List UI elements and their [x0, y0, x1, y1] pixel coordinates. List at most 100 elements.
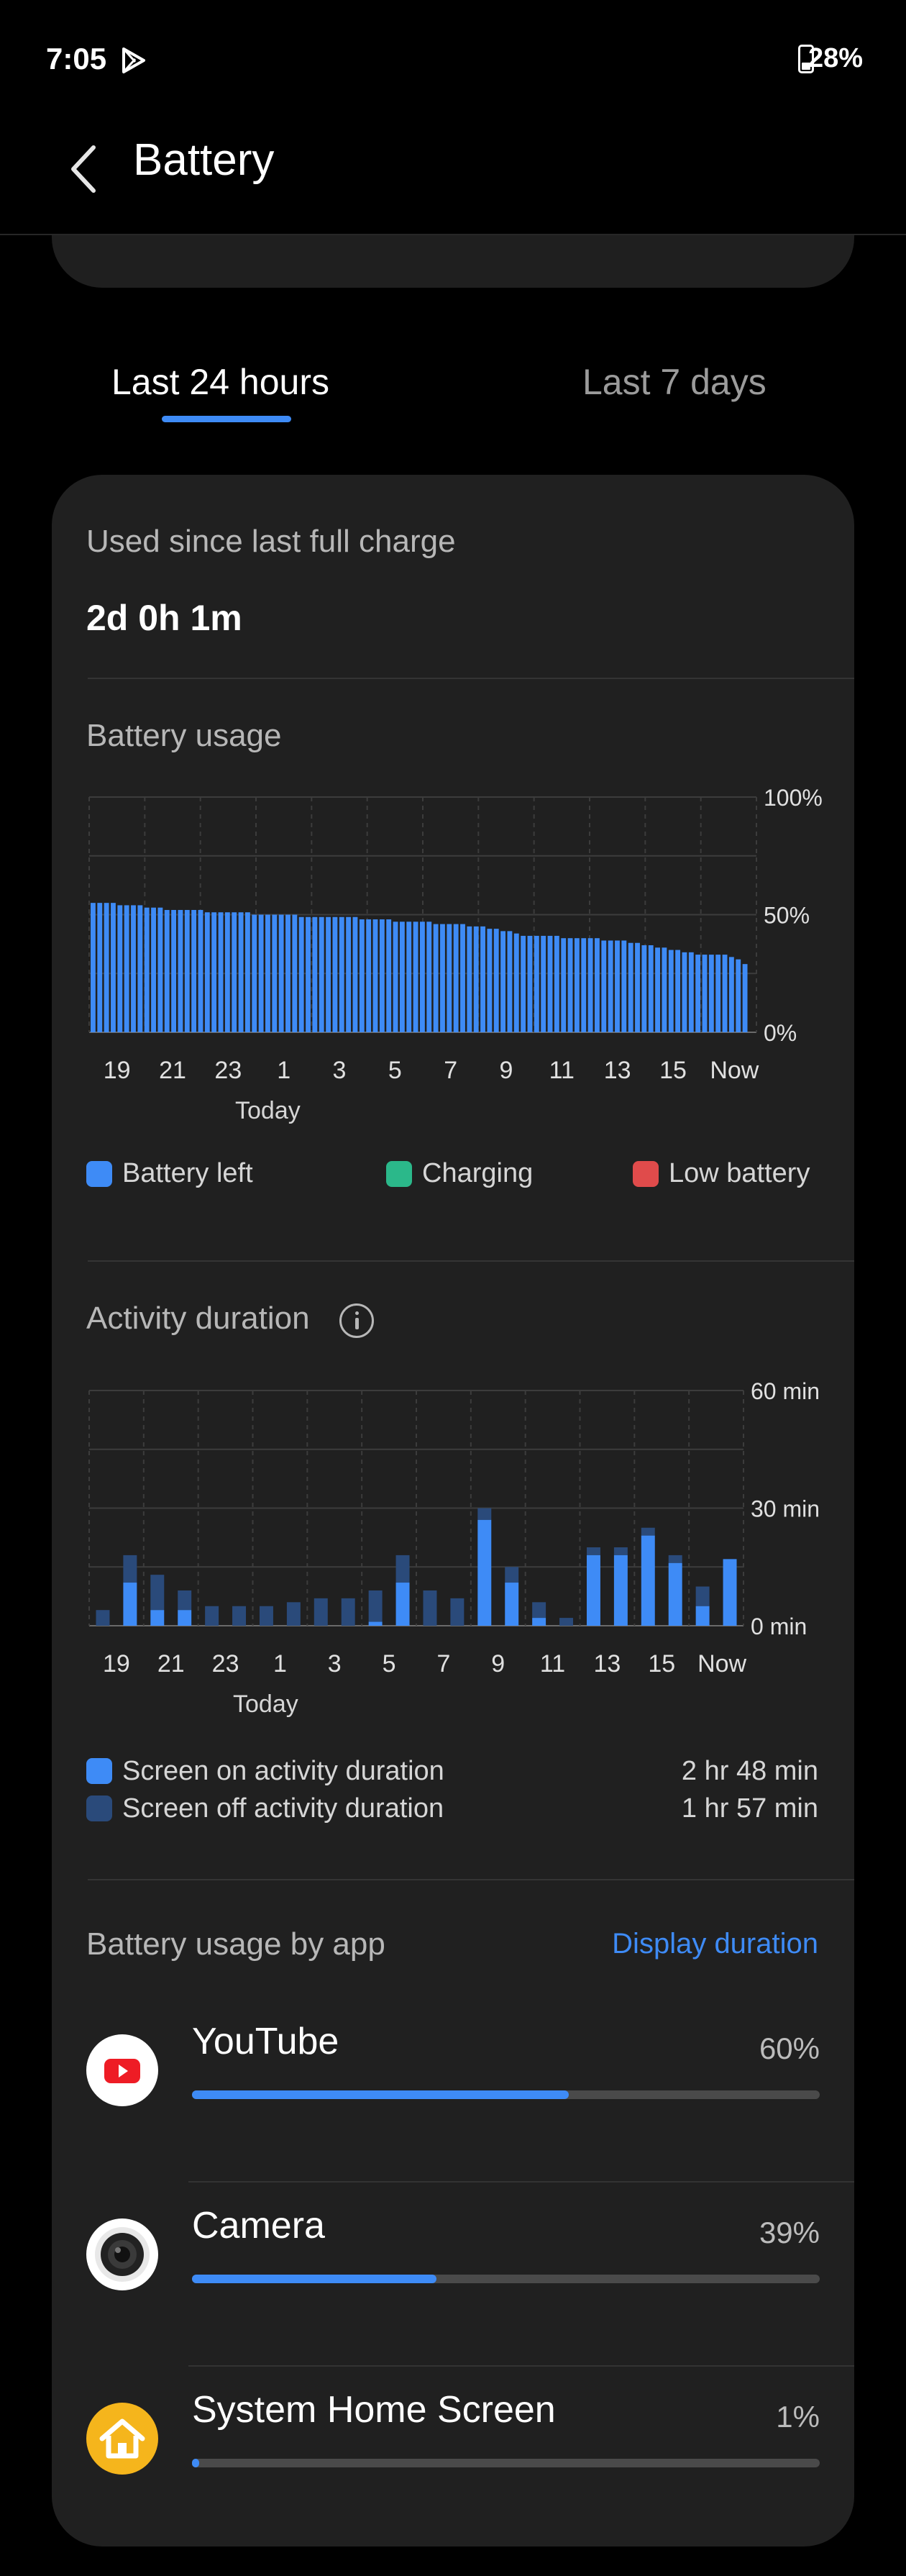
app-row-youtube[interactable]: YouTube 60% — [52, 1998, 854, 2183]
battery-bar — [453, 924, 459, 1032]
activity-title: Activity duration — [86, 1301, 310, 1336]
screen-off-bar — [232, 1606, 247, 1626]
battery-bar — [675, 950, 681, 1032]
battery-bar — [131, 905, 136, 1032]
status-time: 7:05 — [46, 42, 107, 76]
battery-bar — [728, 957, 734, 1032]
app-usage-bar — [192, 2275, 437, 2283]
camera-icon — [86, 2218, 158, 2290]
battery-bar — [319, 916, 324, 1032]
legend-label: Low battery — [669, 1158, 810, 1188]
screen-off-bar — [178, 1590, 192, 1611]
battery-bar — [426, 921, 432, 1032]
time-range-tabs: Last 24 hours Last 7 days — [0, 352, 906, 432]
battery-bar — [339, 916, 344, 1032]
battery-bar — [285, 914, 290, 1032]
screen-on-row: Screen on activity duration 2 hr 48 min — [86, 1754, 818, 1788]
screen-on-bar — [178, 1610, 192, 1626]
app-name: Camera — [192, 2205, 325, 2247]
battery-bar — [547, 935, 553, 1032]
info-icon[interactable] — [339, 1303, 374, 1338]
x-tick-label: 1 — [277, 1057, 290, 1084]
battery-bar — [191, 909, 197, 1032]
battery-bar — [521, 935, 526, 1032]
app-name: YouTube — [192, 2021, 339, 2062]
screen-off-bar — [477, 1508, 492, 1520]
home-icon — [86, 2403, 158, 2475]
battery-bar — [326, 916, 331, 1032]
battery-bar — [587, 938, 593, 1032]
screen-off-bar — [505, 1567, 519, 1583]
x-tick-label: 23 — [212, 1650, 239, 1678]
display-duration-link[interactable]: Display duration — [612, 1928, 818, 1960]
battery-bar — [467, 926, 472, 1032]
battery-bar — [218, 912, 224, 1032]
battery-bar — [258, 914, 264, 1032]
x-tick-label: Now — [710, 1057, 759, 1084]
battery-bar — [420, 921, 425, 1032]
x-tick-label: 11 — [549, 1057, 575, 1084]
battery-bar — [527, 935, 533, 1032]
battery-usage-title: Battery usage — [86, 718, 282, 753]
battery-bar — [460, 924, 465, 1032]
y-tick-label: 0 min — [751, 1614, 807, 1639]
x-tick-label: 11 — [540, 1650, 565, 1678]
apps-section-title: Battery usage by app — [86, 1926, 385, 1962]
x-tick-label: 19 — [103, 1650, 130, 1678]
app-row-camera[interactable]: Camera 39% — [52, 2183, 854, 2367]
play-store-icon — [122, 47, 145, 73]
battery-bar — [608, 940, 613, 1032]
screen-on-bar — [505, 1583, 519, 1626]
legend-swatch — [86, 1160, 112, 1187]
app-percent: 39% — [759, 2216, 820, 2249]
x-tick-label: 5 — [388, 1057, 402, 1084]
battery-bar — [480, 926, 485, 1032]
screen-off-bar — [259, 1606, 273, 1626]
status-bar: 7:05 28% — [0, 0, 906, 119]
chevron-left-icon[interactable] — [62, 140, 105, 198]
divider — [88, 1879, 854, 1880]
app-row-system-home-screen[interactable]: System Home Screen 1% — [52, 2367, 854, 2547]
screen-on-swatch — [86, 1758, 112, 1784]
battery-bar — [265, 914, 270, 1032]
tab-last-7-days[interactable]: Last 7 days — [582, 362, 767, 402]
battery-bar — [157, 907, 163, 1032]
legend-label: Battery left — [122, 1158, 253, 1188]
screen-on-bar — [723, 1559, 737, 1626]
app-percent: 60% — [759, 2031, 820, 2065]
legend-low-battery: Low battery — [633, 1158, 810, 1189]
battery-bar — [171, 909, 177, 1032]
screen-off-value: 1 hr 57 min — [681, 1793, 818, 1824]
battery-bar — [91, 903, 96, 1032]
battery-bar — [232, 912, 237, 1032]
battery-bar — [104, 903, 109, 1032]
battery-bar — [306, 916, 311, 1032]
screen-off-row: Screen off activity duration 1 hr 57 min — [86, 1791, 818, 1826]
screen-off-bar — [123, 1555, 137, 1583]
battery-bar — [615, 940, 620, 1032]
screen-on-value: 2 hr 48 min — [681, 1755, 818, 1786]
battery-bar — [662, 947, 667, 1032]
screen-on-bar — [123, 1583, 137, 1626]
screen-off-bar — [150, 1575, 165, 1611]
legend-swatch — [633, 1160, 659, 1187]
battery-bar — [715, 955, 721, 1032]
legend-swatch — [386, 1160, 412, 1187]
battery-bar — [507, 931, 513, 1032]
battery-bar — [708, 955, 714, 1032]
battery-bar — [184, 909, 190, 1032]
battery-bar — [447, 924, 452, 1032]
battery-bar — [178, 909, 183, 1032]
battery-bar — [406, 921, 412, 1032]
screen-on-bar — [532, 1618, 546, 1626]
screen-off-bar — [532, 1602, 546, 1619]
battery-bar — [164, 909, 170, 1032]
battery-bar — [211, 912, 217, 1032]
used-since-value: 2d 0h 1m — [86, 598, 242, 638]
battery-bar — [702, 955, 708, 1032]
x-tick-label: 9 — [491, 1650, 505, 1678]
x-tick-label: 5 — [383, 1650, 396, 1678]
battery-bar — [144, 907, 150, 1032]
tab-last-24-hours[interactable]: Last 24 hours — [111, 362, 329, 402]
divider — [88, 678, 854, 679]
